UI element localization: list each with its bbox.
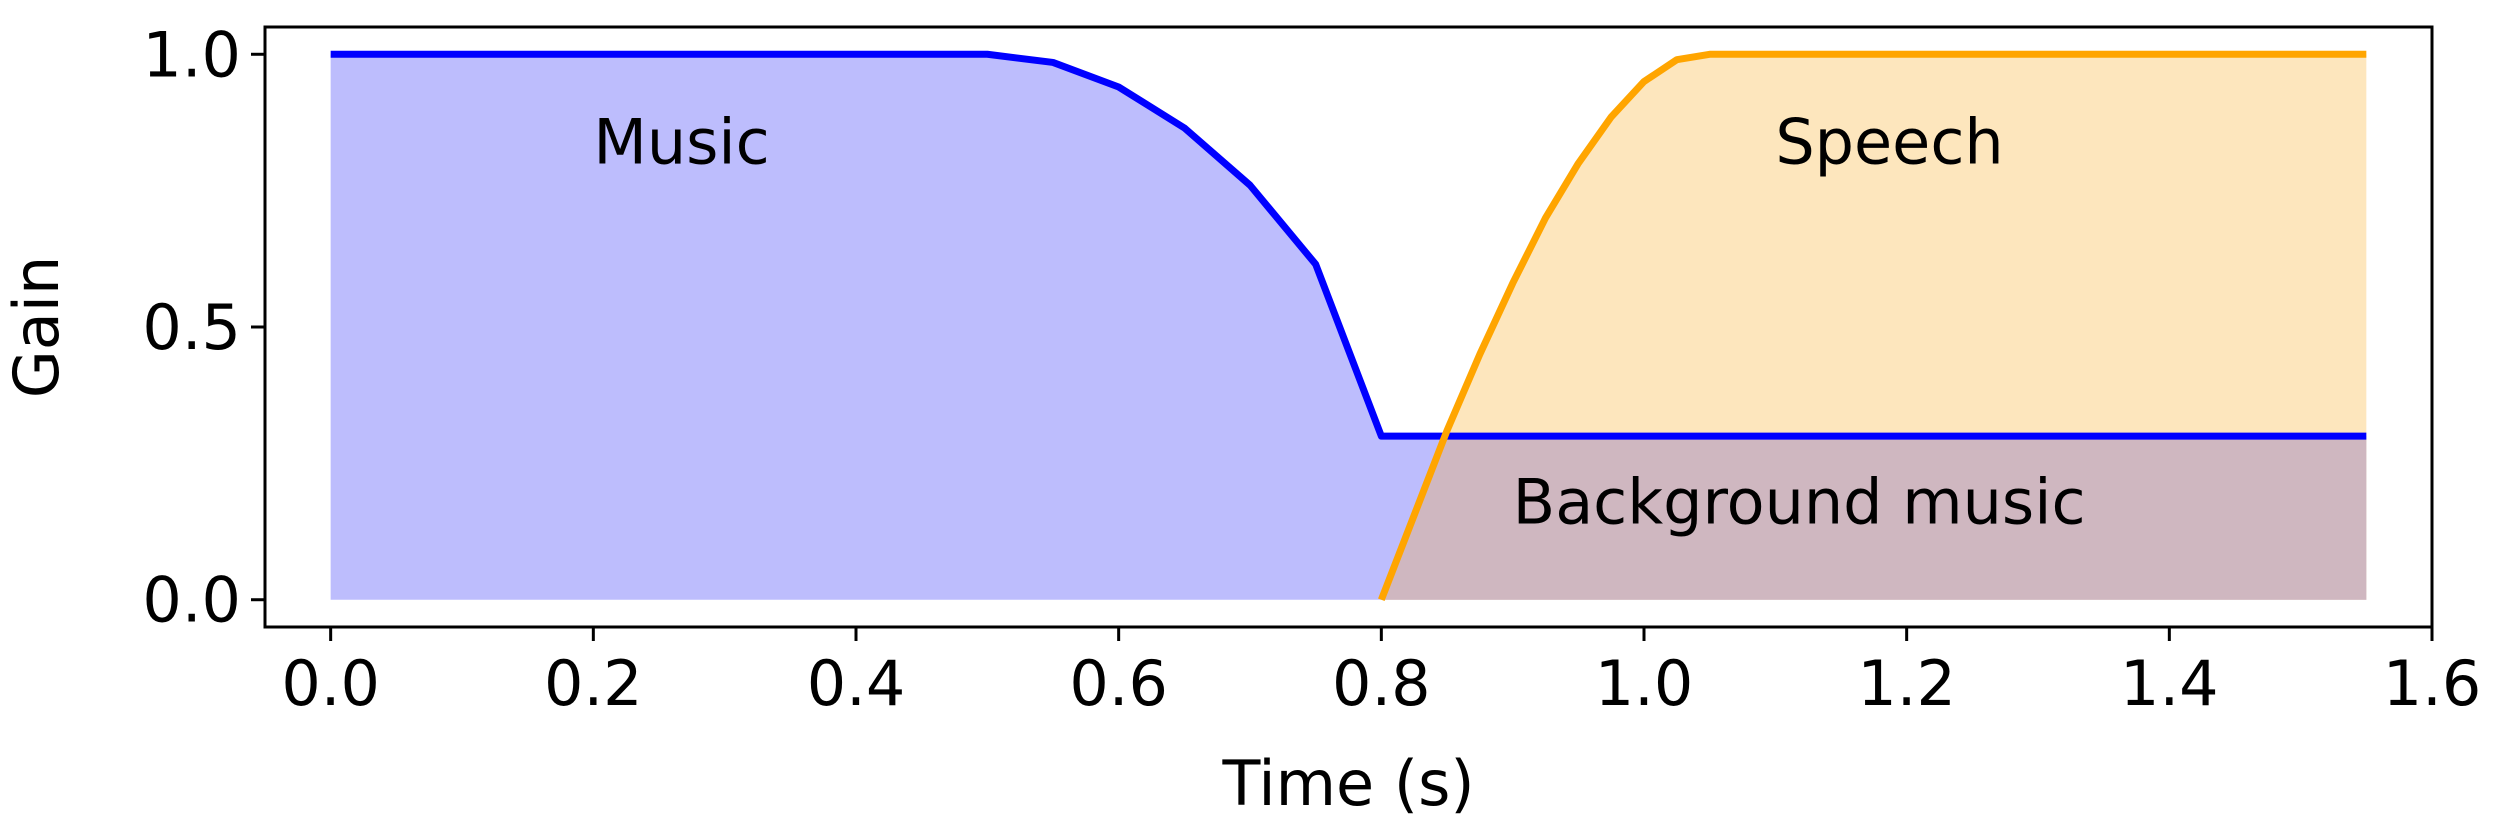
- area-fills: [330, 54, 2367, 600]
- x-tick-label: 0.4: [807, 647, 906, 720]
- y-axis-label: Gain: [0, 256, 73, 399]
- x-tick-label: 1.6: [2383, 647, 2482, 720]
- y-tick-label: 0.0: [142, 564, 241, 637]
- x-tick-label: 1.4: [2120, 647, 2219, 720]
- overlap-area: [1381, 436, 2367, 600]
- x-axis-ticks: 0.0 0.2 0.4 0.6 0.8 1.0 1.2 1.4 1.6: [281, 627, 2481, 720]
- x-tick-label: 1.0: [1595, 647, 1694, 720]
- y-tick-label: 0.5: [142, 291, 241, 364]
- x-tick-label: 0.6: [1069, 647, 1168, 720]
- x-tick-label: 1.2: [1857, 647, 1956, 720]
- x-axis-label: Time (s): [1221, 747, 1474, 820]
- annotation-label: Background music: [1513, 465, 2086, 538]
- speech-line: [1378, 50, 2367, 601]
- y-axis-ticks: 0.0 0.5 1.0: [142, 18, 265, 637]
- x-tick-label: 0.8: [1332, 647, 1431, 720]
- x-tick-label: 0.0: [281, 647, 380, 720]
- music-line: [330, 50, 2367, 440]
- annotation-label: Speech: [1775, 105, 2003, 178]
- annotation-label: Music: [593, 105, 769, 178]
- annotations: Music Speech Background music: [593, 105, 2085, 538]
- series-lines: [330, 50, 2367, 601]
- y-tick-label: 1.0: [142, 18, 241, 91]
- x-tick-label: 0.2: [544, 647, 643, 720]
